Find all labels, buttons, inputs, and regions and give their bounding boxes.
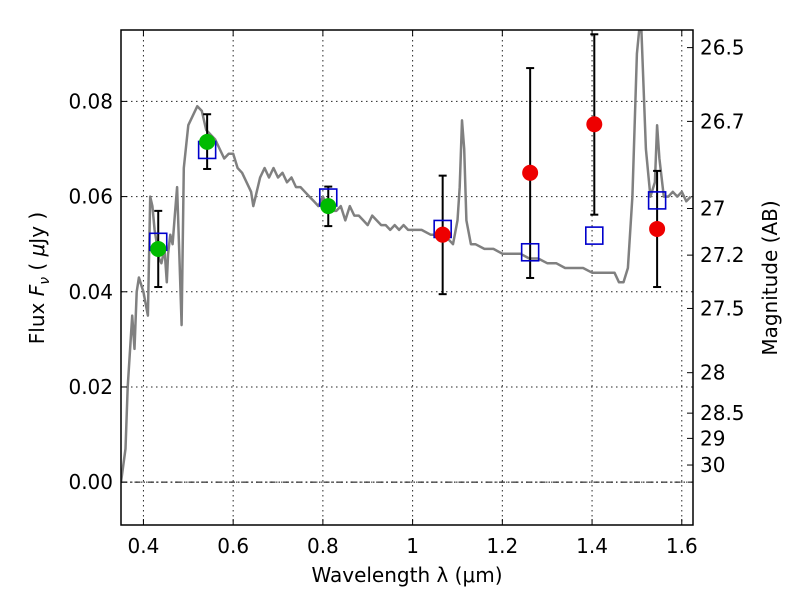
magnitude-tick-label: 27 [700, 196, 725, 220]
x-tick-label: 0.8 [307, 534, 339, 558]
x-tick-label: 1.4 [576, 534, 608, 558]
model-point-marker [585, 226, 604, 245]
magnitude-tick-label: 26.5 [700, 36, 745, 60]
observed-point-marker [434, 226, 451, 243]
y-axis-right-title: Magnitude (AB) [758, 200, 782, 355]
x-tick-label: 1 [406, 534, 419, 558]
magnitude-tick-label: 29 [700, 426, 725, 450]
observed-point-marker [320, 198, 337, 215]
magnitude-tick-label: 27.2 [700, 243, 745, 267]
y-axis-title: Flux Fν ( μJy ) [25, 212, 53, 344]
y-tick-label: 0.08 [68, 89, 113, 113]
observed-point-marker [199, 133, 216, 150]
model-point-marker [520, 242, 540, 262]
y-tick-label: 0.04 [68, 280, 113, 304]
axes-ticks: 0.4 0.6 0.8 1 1.2 1.4 1.6 0.00 0.02 0.04 0.06 0.08 2… [68, 30, 745, 558]
plot-area [121, 30, 693, 483]
magnitude-tick-label: 26.7 [700, 109, 745, 133]
magnitude-tick-label: 27.5 [700, 296, 745, 320]
y-tick-label: 0.02 [68, 375, 113, 399]
x-tick-label: 1.2 [486, 534, 518, 558]
model-point-marker [647, 191, 667, 210]
observed-point-marker [649, 220, 666, 237]
grid [121, 30, 693, 525]
x-tick-label: 1.6 [666, 534, 698, 558]
observed-point-marker [586, 116, 603, 133]
observed-point-marker [150, 240, 167, 257]
magnitude-tick-label: 28 [700, 361, 725, 385]
plot-frame [120, 29, 694, 526]
magnitude-tick-label: 30 [700, 453, 725, 477]
x-tick-label: 0.6 [217, 534, 249, 558]
magnitude-tick-label: 28.5 [700, 401, 745, 425]
x-tick-label: 0.4 [128, 534, 160, 558]
sed-curve [121, 30, 692, 483]
y-tick-label: 0.00 [68, 470, 113, 494]
observed-point-marker [522, 164, 539, 181]
y-tick-label: 0.06 [68, 185, 113, 209]
x-axis-title: Wavelength λ (μm) [311, 563, 502, 587]
